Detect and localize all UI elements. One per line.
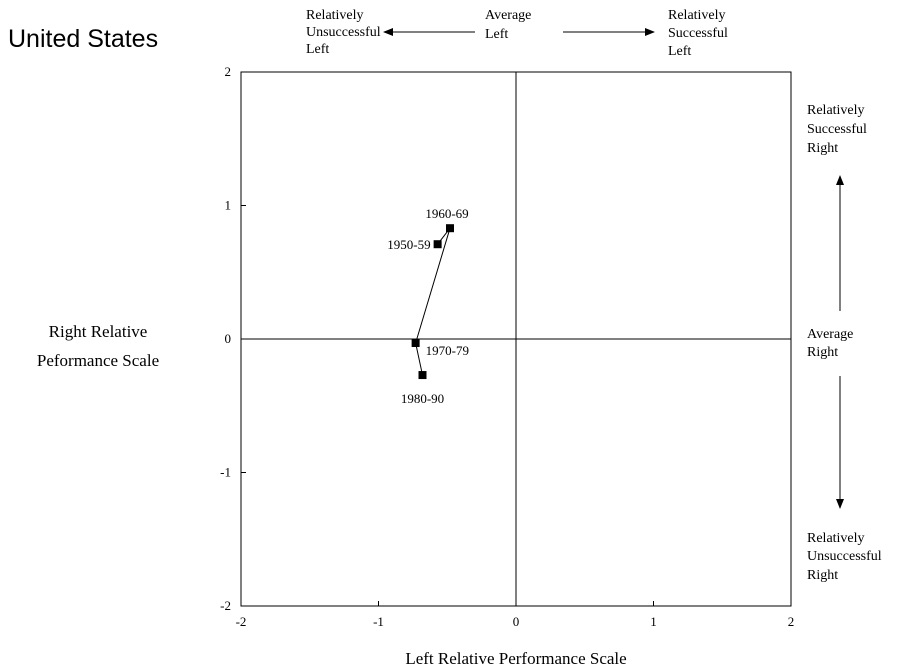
top-left-annotation-line-3: Left: [306, 42, 329, 57]
right-top-annotation-line-3: Right: [807, 141, 838, 156]
y-tick-label: -2: [220, 598, 231, 613]
data-point-1950-59: [433, 240, 442, 249]
y-axis-ticks: 2 1 0 -1 -2: [220, 64, 246, 613]
data-label-1980-90: 1980-90: [401, 391, 444, 406]
y-tick-label: -1: [220, 465, 231, 480]
data-label-1950-59: 1950-59: [387, 237, 430, 252]
top-left-annotation-line-1: Relatively: [306, 8, 364, 23]
right-top-annotation-line-2: Successful: [807, 122, 867, 137]
data-point-1960-69: [446, 224, 454, 233]
y-tick-label: 1: [225, 198, 232, 213]
top-center-annotation-line-2: Left: [485, 27, 508, 42]
x-tick-label: -1: [373, 614, 384, 629]
right-middle-annotation-line-1: Average: [807, 327, 853, 342]
series-line: [415, 227, 451, 376]
data-label-1960-69: 1960-69: [425, 206, 468, 221]
right-bottom-annotation-line-2: Unsuccessful: [807, 549, 882, 564]
x-tick-label: 0: [513, 614, 520, 629]
chart-title: United States: [8, 25, 158, 53]
series-points: 1950-59 1960-69 1970-79 1980-90: [387, 206, 469, 406]
x-tick-label: 1: [650, 614, 657, 629]
data-point-1980-90: [418, 371, 427, 380]
data-point-1970-79: [411, 339, 420, 348]
data-label-1970-79: 1970-79: [426, 343, 469, 358]
x-axis-ticks: -2 -1 0 1 2: [236, 601, 795, 629]
right-middle-annotation-line-2: Right: [807, 345, 838, 360]
top-center-annotation-line-1: Average: [485, 8, 531, 23]
x-tick-label: 2: [788, 614, 795, 629]
top-left-annotation-line-2: Unsuccessful: [306, 25, 381, 40]
y-axis-label-line-2: Peformance Scale: [37, 351, 159, 370]
top-right-annotation-line-3: Left: [668, 44, 691, 59]
top-right-annotation-line-2: Successful: [668, 26, 728, 41]
right-bottom-annotation-line-3: Right: [807, 568, 838, 583]
top-right-annotation-line-1: Relatively: [668, 8, 726, 23]
x-axis-label: Left Relative Performance Scale: [405, 649, 626, 668]
right-top-annotation-line-1: Relatively: [807, 103, 865, 118]
y-tick-label: 2: [225, 64, 232, 79]
y-tick-label: 0: [225, 331, 232, 346]
right-bottom-annotation-line-1: Relatively: [807, 531, 865, 546]
x-tick-label: -2: [236, 614, 247, 629]
y-axis-label-line-1: Right Relative: [49, 322, 148, 341]
